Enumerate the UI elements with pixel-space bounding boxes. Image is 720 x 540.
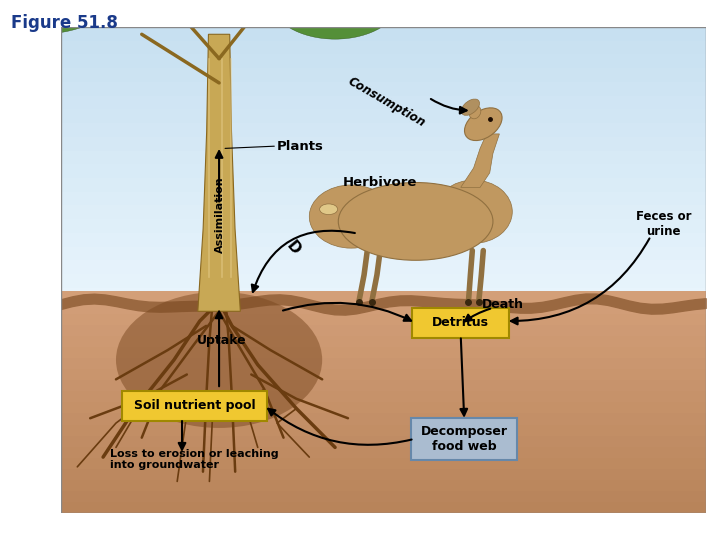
Ellipse shape bbox=[462, 99, 480, 116]
Bar bbox=[61, 150, 706, 164]
Bar bbox=[61, 292, 706, 303]
Bar bbox=[61, 402, 706, 414]
Bar bbox=[61, 82, 706, 96]
Ellipse shape bbox=[310, 185, 393, 248]
Ellipse shape bbox=[320, 204, 338, 214]
Bar bbox=[61, 219, 706, 233]
Bar bbox=[61, 178, 706, 192]
Bar bbox=[61, 68, 706, 82]
Text: Loss to erosion or leaching
into groundwater: Loss to erosion or leaching into groundw… bbox=[109, 449, 278, 470]
Bar bbox=[61, 26, 706, 40]
Text: Uptake: Uptake bbox=[197, 334, 246, 347]
Bar bbox=[61, 480, 706, 491]
FancyBboxPatch shape bbox=[411, 418, 518, 460]
Bar bbox=[61, 95, 706, 110]
Bar bbox=[61, 424, 706, 436]
Bar bbox=[61, 40, 706, 55]
Bar bbox=[61, 357, 706, 369]
Ellipse shape bbox=[358, 231, 474, 255]
FancyBboxPatch shape bbox=[413, 308, 509, 338]
Bar bbox=[61, 347, 706, 358]
Bar bbox=[61, 54, 706, 68]
Bar bbox=[61, 490, 706, 502]
Text: D: D bbox=[284, 239, 303, 258]
Bar bbox=[61, 137, 706, 151]
Bar bbox=[61, 302, 706, 314]
Bar bbox=[61, 413, 706, 424]
Text: Death: Death bbox=[482, 298, 523, 310]
Bar bbox=[61, 446, 706, 458]
Ellipse shape bbox=[469, 105, 481, 119]
Text: Assimilation: Assimilation bbox=[215, 177, 225, 253]
Ellipse shape bbox=[0, 0, 122, 35]
Text: Figure 51.8: Figure 51.8 bbox=[11, 14, 117, 31]
Ellipse shape bbox=[464, 108, 502, 140]
Bar bbox=[61, 380, 706, 392]
Text: Decomposer
food web: Decomposer food web bbox=[420, 425, 508, 453]
Ellipse shape bbox=[435, 180, 513, 243]
Ellipse shape bbox=[212, 0, 380, 10]
Ellipse shape bbox=[338, 183, 493, 260]
Bar bbox=[61, 335, 706, 347]
Bar bbox=[61, 246, 706, 260]
Bar bbox=[61, 369, 706, 380]
Ellipse shape bbox=[168, 0, 297, 10]
Bar bbox=[61, 502, 706, 513]
Bar bbox=[61, 325, 706, 336]
Bar bbox=[61, 274, 706, 288]
Text: Herbivore: Herbivore bbox=[343, 176, 418, 189]
Bar bbox=[61, 457, 706, 469]
Bar bbox=[61, 232, 706, 247]
Bar bbox=[61, 435, 706, 447]
Bar bbox=[61, 205, 706, 219]
Ellipse shape bbox=[13, 0, 193, 5]
Bar bbox=[61, 287, 706, 301]
Polygon shape bbox=[461, 134, 500, 187]
Text: Soil nutrient pool: Soil nutrient pool bbox=[134, 399, 256, 412]
Bar bbox=[61, 191, 706, 206]
Text: Plants: Plants bbox=[277, 139, 324, 153]
Bar bbox=[61, 391, 706, 402]
Bar bbox=[61, 314, 706, 325]
Bar bbox=[61, 164, 706, 178]
Bar bbox=[61, 260, 706, 274]
Ellipse shape bbox=[271, 0, 400, 39]
Text: Feces or
urine: Feces or urine bbox=[636, 210, 691, 238]
Text: Detritus: Detritus bbox=[432, 316, 489, 329]
Polygon shape bbox=[198, 34, 240, 311]
Bar bbox=[61, 123, 706, 137]
Ellipse shape bbox=[116, 292, 322, 428]
Bar bbox=[61, 109, 706, 123]
Bar bbox=[61, 468, 706, 480]
FancyBboxPatch shape bbox=[122, 390, 267, 421]
Text: Consumption: Consumption bbox=[346, 75, 428, 130]
